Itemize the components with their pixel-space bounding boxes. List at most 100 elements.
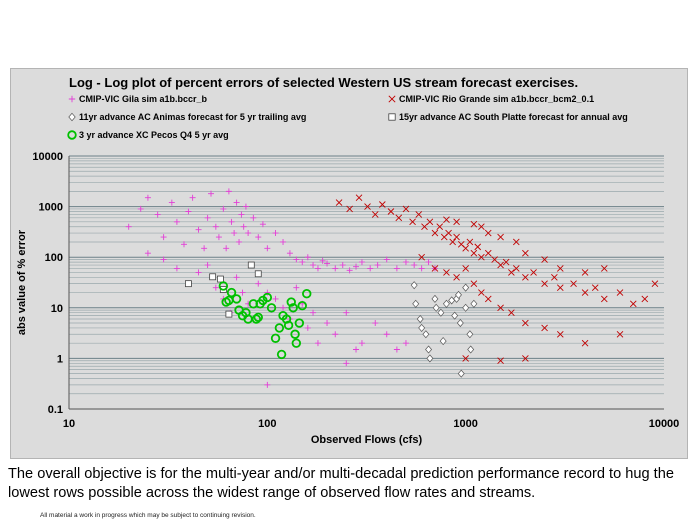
- series-1-point: [280, 304, 287, 311]
- series-2-point: [522, 249, 529, 257]
- series-1-point: [425, 259, 432, 266]
- series-2-point: [591, 284, 599, 291]
- series-3-point: [442, 299, 450, 308]
- series-1-point: [299, 259, 306, 266]
- legend-label-1: CMIP-VIC Gila sim a1b.bccr_b: [79, 94, 208, 104]
- series-1-point: [304, 254, 311, 261]
- series-2-point: [497, 304, 504, 312]
- series-4-point: [254, 270, 262, 278]
- series-1-point: [304, 324, 311, 331]
- series-4-point: [225, 310, 233, 318]
- series-2-point: [551, 274, 558, 281]
- series-4-point: [247, 261, 255, 269]
- series-2-point: [418, 253, 425, 261]
- series-2-point: [497, 261, 504, 269]
- series-1-point: [173, 265, 180, 272]
- series-1-point: [160, 256, 167, 263]
- series-1-point: [189, 194, 196, 201]
- series-1-point: [353, 346, 360, 353]
- chart-svg: Log - Log plot of percent errors of sele…: [16, 75, 680, 446]
- series-1-point: [185, 208, 192, 215]
- series-1-point: [339, 262, 346, 269]
- series-1-point: [343, 309, 350, 316]
- series-2-point: [581, 269, 589, 276]
- series-5-point: [251, 314, 262, 324]
- series-2-point: [581, 289, 589, 296]
- series-1-point: [195, 269, 202, 276]
- series-3-point: [456, 318, 464, 328]
- series-1-point: [272, 295, 279, 302]
- series-1-point: [233, 274, 240, 281]
- x-tick-label: 100: [258, 418, 276, 430]
- series-1-point: [259, 221, 266, 228]
- series-1-point: [245, 230, 252, 237]
- series-2-point: [371, 211, 379, 218]
- series-2-point: [651, 280, 659, 287]
- series-1-point: [250, 214, 257, 221]
- series-5-point: [218, 281, 229, 291]
- series-1-point: [238, 211, 245, 218]
- series-2-point: [616, 289, 624, 296]
- series-1-point: [383, 331, 390, 338]
- series-5-point: [276, 349, 287, 360]
- series-2-point: [346, 205, 353, 213]
- series-2-point: [502, 258, 510, 266]
- series-3-point: [457, 369, 465, 378]
- series-3-point: [451, 311, 459, 320]
- series-2-point: [556, 265, 564, 272]
- series-1-point: [367, 265, 374, 272]
- series-5-point: [270, 333, 281, 343]
- series-2-point: [431, 265, 439, 272]
- series-2-point: [415, 211, 423, 218]
- x-tick-label: 1000: [453, 418, 477, 430]
- series-1-point: [319, 257, 326, 264]
- series-1-point: [239, 289, 246, 296]
- series-1-point: [204, 262, 211, 269]
- series-2-point: [522, 355, 529, 362]
- series-1-point: [286, 250, 293, 257]
- series-1-point: [310, 262, 317, 269]
- series-1-point: [144, 194, 151, 201]
- series-1-point: [154, 211, 161, 218]
- series-5-point: [283, 320, 294, 331]
- series-5-point: [226, 287, 237, 298]
- series-2-point: [600, 295, 608, 303]
- legend-label-5: 3 yr advance XC Pecos Q4 5 yr avg: [79, 130, 229, 140]
- series-1-point: [228, 218, 235, 225]
- series-1-point: [343, 360, 350, 367]
- series-2-point: [466, 238, 474, 246]
- series-1-point: [231, 230, 238, 237]
- series-1-point: [346, 267, 353, 274]
- series-2-point: [453, 233, 460, 241]
- series-1-point: [358, 259, 365, 266]
- x-tick-label: 10000: [649, 418, 680, 430]
- series-1-point: [208, 190, 215, 197]
- series-1-point: [411, 262, 418, 269]
- series-2-point: [449, 238, 456, 246]
- series-1-point: [195, 226, 202, 233]
- caption: The overall objective is for the multi-y…: [8, 466, 674, 501]
- series-2-point: [556, 330, 564, 338]
- series-1-point: [402, 259, 409, 266]
- series-5-point: [286, 297, 296, 307]
- series-2-point: [497, 233, 504, 241]
- legend-marker-1: [68, 95, 76, 103]
- series-2-point: [462, 355, 469, 362]
- series-1-point: [255, 280, 262, 287]
- legend-label-4: 15yr advance AC South Platte forecast fo…: [399, 112, 628, 122]
- series-2-point: [522, 274, 529, 281]
- series-2-point: [421, 223, 428, 231]
- series-2-point: [402, 205, 410, 213]
- series-4-point: [185, 280, 192, 288]
- series-1-point: [125, 223, 132, 230]
- series-1-point: [393, 265, 400, 272]
- series-1-point: [332, 331, 339, 338]
- series-2-point: [379, 201, 386, 208]
- series-1-point: [393, 346, 400, 353]
- y-tick-label: 10000: [32, 151, 63, 163]
- series-1-point: [372, 320, 379, 327]
- series-3-point: [412, 299, 420, 308]
- y-tick-label: 0.1: [48, 404, 63, 416]
- series-1-point: [225, 188, 232, 195]
- series-1-point: [242, 203, 249, 210]
